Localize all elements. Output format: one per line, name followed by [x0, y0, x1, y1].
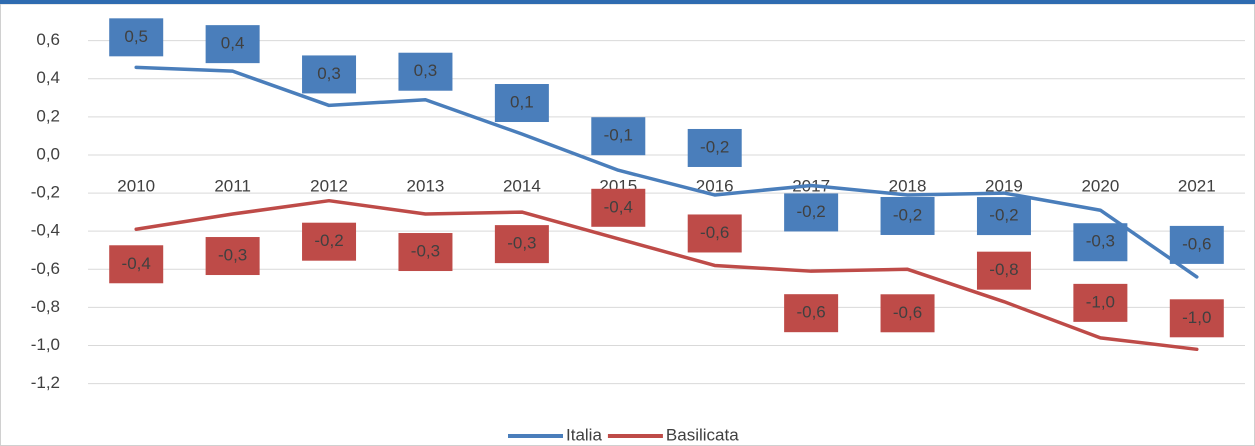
x-tick-label: 2019 — [985, 176, 1023, 195]
x-tick-label: 2018 — [889, 176, 927, 195]
legend-label: Basilicata — [666, 425, 739, 444]
y-tick-label: 0,6 — [36, 30, 60, 49]
data-label-box — [494, 225, 549, 264]
data-label: -0,2 — [314, 231, 343, 250]
data-label-box — [1169, 225, 1224, 264]
data-label: -0,3 — [507, 234, 536, 253]
y-tick-label: 0,4 — [36, 68, 60, 87]
data-label-box — [398, 52, 453, 91]
data-label: -0,2 — [893, 205, 922, 224]
data-label-box — [302, 55, 357, 94]
data-label: -0,6 — [893, 303, 922, 322]
data-label: -0,4 — [122, 254, 151, 273]
top-bar — [0, 0, 1255, 4]
y-tick-label: -1,0 — [31, 335, 60, 354]
data-label: -0,3 — [411, 242, 440, 261]
data-label-box — [398, 233, 453, 272]
data-label-box — [109, 245, 164, 284]
data-label: 0,1 — [510, 92, 534, 111]
data-label-box — [302, 222, 357, 261]
data-label: -1,0 — [1086, 292, 1115, 311]
data-label-box — [1169, 299, 1224, 338]
data-label-box — [1073, 223, 1128, 262]
data-label: 0,4 — [221, 34, 245, 53]
data-label-box — [591, 117, 646, 156]
data-label: -0,3 — [218, 246, 247, 265]
data-label-box — [109, 18, 164, 57]
data-label: -1,0 — [1182, 308, 1211, 327]
data-label: 0,5 — [124, 27, 148, 46]
data-label: -0,6 — [796, 303, 825, 322]
data-label-box — [205, 237, 260, 276]
data-label: 0,3 — [317, 64, 341, 83]
data-label-box — [591, 188, 646, 227]
x-tick-label: 2021 — [1178, 176, 1216, 195]
y-tick-label: -1,2 — [31, 373, 60, 392]
legend-label: Italia — [566, 425, 602, 444]
series-line — [134, 65, 1199, 279]
x-tick-label: 2016 — [696, 176, 734, 195]
data-label-box — [205, 25, 260, 64]
y-tick-label: 0,2 — [36, 106, 60, 125]
x-tick-label: 2012 — [310, 176, 348, 195]
x-tick-label: 2013 — [407, 176, 445, 195]
data-label: -0,8 — [989, 260, 1018, 279]
data-label: -0,2 — [989, 206, 1018, 225]
y-tick-label: -0,8 — [31, 297, 60, 316]
data-label: -0,2 — [700, 137, 729, 156]
data-label: -0,6 — [700, 223, 729, 242]
data-label-box — [976, 251, 1031, 290]
data-label: -0,6 — [1182, 234, 1211, 253]
data-label-box — [976, 197, 1031, 236]
x-tick-label: 2010 — [117, 176, 155, 195]
x-tick-label: 2014 — [503, 176, 541, 195]
data-label-box — [1073, 283, 1128, 322]
data-label-box — [880, 196, 935, 235]
data-label-box — [687, 128, 742, 167]
data-label: 0,3 — [414, 61, 438, 80]
y-tick-label: -0,2 — [31, 183, 60, 202]
x-tick-label: 2020 — [1081, 176, 1119, 195]
data-label-box — [784, 294, 839, 333]
data-label: -0,3 — [1086, 232, 1115, 251]
y-tick-label: -0,4 — [31, 221, 60, 240]
y-tick-label: -0,6 — [31, 259, 60, 278]
data-label-box — [494, 84, 549, 123]
data-label: -0,2 — [796, 202, 825, 221]
data-label: -0,4 — [604, 197, 633, 216]
y-tick-label: 0,0 — [36, 144, 60, 163]
series-line — [134, 198, 1199, 352]
data-label-box — [687, 214, 742, 253]
data-label-box — [880, 294, 935, 333]
x-tick-label: 2011 — [214, 176, 251, 195]
data-label-box — [784, 193, 839, 232]
data-label: -0,1 — [604, 126, 633, 145]
